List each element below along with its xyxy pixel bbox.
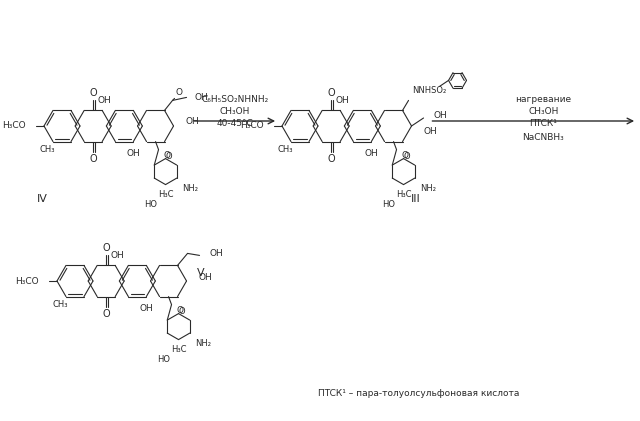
Text: OH: OH [195, 93, 208, 102]
Text: OH: OH [433, 112, 447, 120]
Text: H₃C: H₃C [158, 190, 173, 199]
Text: O: O [178, 307, 185, 316]
Text: H₃CO: H₃CO [3, 122, 26, 131]
Text: O: O [328, 154, 335, 164]
Text: OH: OH [186, 117, 199, 126]
Text: NNHSO₂: NNHSO₂ [413, 86, 447, 95]
Text: C₆H₅SO₂NHNH₂: C₆H₅SO₂NHNH₂ [201, 94, 268, 104]
Text: NaCNBH₃: NaCNBH₃ [522, 133, 564, 141]
Text: O: O [102, 243, 110, 253]
Text: H₃C: H₃C [171, 345, 186, 354]
Text: ПTCК¹: ПTCК¹ [529, 120, 557, 128]
Text: H₃C: H₃C [396, 190, 412, 199]
Text: H₃CO: H₃CO [15, 277, 39, 285]
Text: O: O [403, 152, 410, 161]
Text: O: O [164, 151, 170, 160]
Text: CH₃: CH₃ [39, 145, 55, 154]
Text: OH: OH [424, 128, 437, 136]
Text: IV: IV [36, 194, 47, 204]
Text: HO: HO [383, 200, 396, 209]
Text: ПTCК¹ – пара-толуолсульфоновая кислота: ПTCК¹ – пара-толуолсульфоновая кислота [318, 389, 520, 397]
Text: O: O [102, 309, 110, 319]
Text: OH: OH [97, 96, 111, 105]
Text: O: O [90, 154, 97, 164]
Text: нагревание: нагревание [515, 94, 572, 104]
Text: HO: HO [145, 200, 157, 209]
Text: HO: HO [157, 355, 170, 364]
Text: O: O [175, 88, 182, 97]
Text: O: O [328, 88, 335, 99]
Text: CH₃OH: CH₃OH [528, 107, 559, 115]
Text: V: V [196, 268, 204, 278]
Text: OH: OH [335, 96, 349, 105]
Text: NH₂: NH₂ [182, 184, 198, 192]
Text: O: O [177, 306, 184, 315]
Text: CH₃: CH₃ [52, 300, 68, 309]
Text: CH₃: CH₃ [277, 145, 292, 154]
Text: OH: OH [198, 272, 212, 282]
Text: OH: OH [364, 149, 378, 158]
Text: OH: OH [127, 149, 140, 158]
Text: OH: OH [140, 304, 153, 313]
Text: OH: OH [110, 251, 124, 260]
Text: NH₂: NH₂ [420, 184, 436, 192]
Text: NH₂: NH₂ [195, 338, 211, 348]
Text: CH₃OH: CH₃OH [220, 107, 250, 115]
Text: 40-45°C: 40-45°C [216, 120, 253, 128]
Text: O: O [90, 88, 97, 99]
Text: O: O [165, 152, 172, 161]
Text: H₃CO: H₃CO [241, 122, 264, 131]
Text: III: III [411, 194, 420, 204]
Text: O: O [401, 151, 408, 160]
Text: OH: OH [209, 249, 223, 258]
